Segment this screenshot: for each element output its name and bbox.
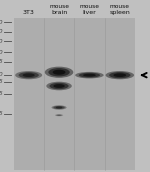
Ellipse shape bbox=[56, 106, 62, 109]
Ellipse shape bbox=[55, 114, 63, 116]
Ellipse shape bbox=[53, 84, 65, 88]
Bar bbox=[74, 18, 105, 170]
Ellipse shape bbox=[15, 71, 42, 79]
Text: 40: 40 bbox=[0, 72, 3, 77]
Ellipse shape bbox=[53, 70, 66, 75]
Ellipse shape bbox=[109, 72, 130, 78]
Ellipse shape bbox=[57, 115, 61, 116]
Text: 3T3: 3T3 bbox=[23, 10, 35, 15]
Ellipse shape bbox=[79, 73, 100, 78]
Ellipse shape bbox=[53, 106, 65, 109]
Text: 15: 15 bbox=[0, 111, 3, 116]
Ellipse shape bbox=[19, 72, 39, 78]
Text: mouse: mouse bbox=[80, 3, 99, 9]
Text: 25: 25 bbox=[0, 91, 3, 96]
Ellipse shape bbox=[106, 71, 134, 79]
Bar bbox=[14, 18, 44, 170]
Ellipse shape bbox=[50, 83, 69, 89]
Bar bbox=[105, 18, 135, 170]
Text: 100: 100 bbox=[0, 39, 3, 44]
Text: spleen: spleen bbox=[110, 10, 130, 15]
Ellipse shape bbox=[56, 115, 62, 116]
Ellipse shape bbox=[83, 74, 96, 77]
Text: brain: brain bbox=[51, 10, 67, 15]
Ellipse shape bbox=[45, 67, 73, 78]
Text: 70: 70 bbox=[0, 50, 3, 55]
Text: 55: 55 bbox=[0, 59, 3, 64]
Ellipse shape bbox=[52, 105, 67, 110]
Text: liver: liver bbox=[82, 10, 96, 15]
Text: 35: 35 bbox=[0, 79, 3, 84]
Text: mouse: mouse bbox=[49, 3, 69, 9]
Ellipse shape bbox=[23, 73, 35, 77]
Text: 170: 170 bbox=[0, 20, 3, 25]
Bar bbox=[44, 18, 74, 170]
Ellipse shape bbox=[46, 82, 72, 90]
Text: 130: 130 bbox=[0, 29, 3, 34]
Ellipse shape bbox=[75, 72, 104, 78]
Ellipse shape bbox=[48, 68, 70, 76]
Text: mouse: mouse bbox=[110, 3, 130, 9]
Ellipse shape bbox=[113, 73, 126, 77]
